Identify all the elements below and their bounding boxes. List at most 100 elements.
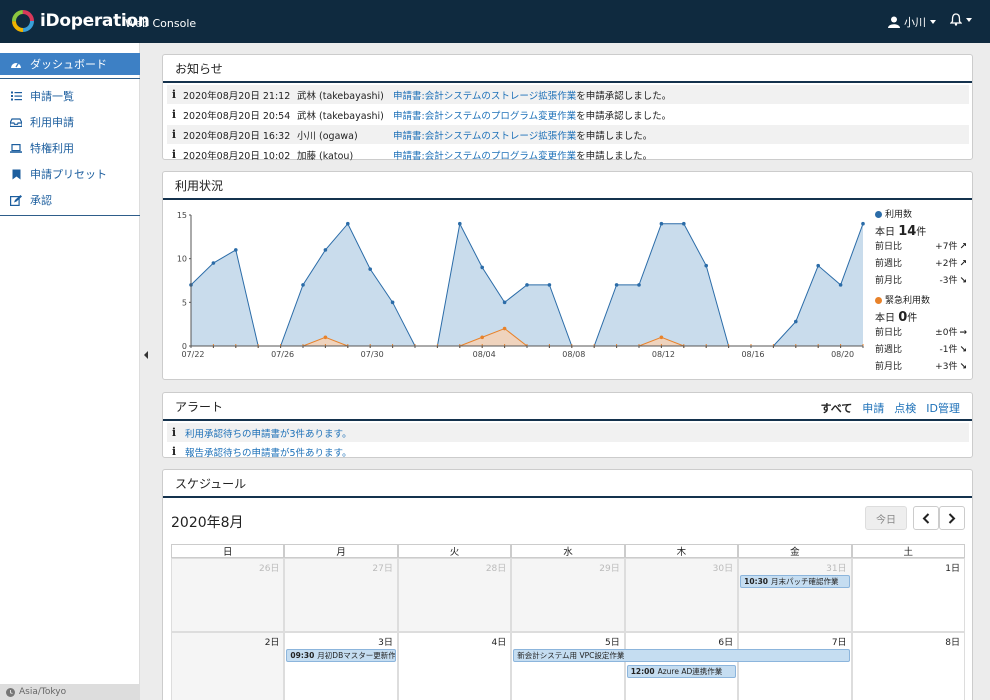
tab-request[interactable]: 申請 bbox=[862, 402, 885, 415]
calendar-day-cell[interactable]: 2日 bbox=[171, 632, 285, 700]
trend-arrow-icon: ↘ bbox=[959, 362, 967, 372]
chevron-down-icon bbox=[966, 17, 972, 22]
calendar-event[interactable]: 新会計システム用 VPC設定作業 bbox=[513, 649, 850, 662]
stat-row: 前週比 -1件 ↘ bbox=[875, 342, 967, 355]
clock-icon bbox=[6, 687, 15, 697]
app-name: iDoperation bbox=[40, 11, 150, 31]
calendar-event[interactable]: 09:30 月初DBマスター更新作 bbox=[286, 649, 396, 662]
calendar-day-cell[interactable]: 1日 bbox=[851, 558, 965, 632]
x-tick-label: 08/16 bbox=[741, 350, 764, 359]
usage-today-count: 14 bbox=[898, 224, 917, 239]
tab-inspection[interactable]: 点検 bbox=[894, 402, 917, 415]
stat-label: 前日比 bbox=[875, 242, 903, 252]
calendar-month-label: 2020年8月 bbox=[171, 515, 244, 531]
notice-link[interactable]: 申請書:会計システムのプログラム変更作業 bbox=[393, 110, 577, 122]
event-title: 月初DBマスター更新作 bbox=[317, 651, 396, 660]
alert-link[interactable]: 報告承認待ちの申請書が5件あります。 bbox=[185, 447, 352, 459]
alert-filter-tabs: すべて 申請 点検 ID管理 bbox=[820, 400, 960, 416]
trend-arrow-icon: ↗ bbox=[959, 242, 967, 252]
day-number: 26日 bbox=[258, 564, 280, 574]
event-time: 10:30 bbox=[744, 577, 769, 586]
notice-link[interactable]: 申請書:会計システムのストレージ拡張作業 bbox=[393, 90, 577, 102]
stat-label: 前週比 bbox=[875, 259, 903, 269]
calendar-day-cell[interactable]: 5日 bbox=[511, 632, 625, 700]
data-point bbox=[502, 300, 507, 305]
sidebar-item-label: 特権利用 bbox=[30, 142, 74, 155]
legend-usage: 利用数 bbox=[875, 207, 912, 220]
data-point bbox=[525, 283, 529, 287]
sidebar-item-dashboard[interactable]: ダッシュボード bbox=[0, 53, 140, 75]
weekday-header: 火 bbox=[397, 544, 512, 558]
calendar-day-cell[interactable]: 4日 bbox=[397, 632, 512, 700]
calendar-day-cell[interactable]: 26日 bbox=[171, 558, 285, 632]
day-number: 2日 bbox=[264, 638, 280, 648]
notice-text: を申請承認しました。 bbox=[576, 110, 672, 122]
calendar-event[interactable]: 12:00 Azure AD連携作業 bbox=[626, 665, 737, 678]
bookmark-icon bbox=[10, 168, 22, 180]
divider bbox=[0, 78, 140, 79]
x-tick-label: 07/30 bbox=[361, 350, 384, 359]
panel-title: 利用状況 bbox=[163, 172, 972, 200]
user-icon bbox=[888, 16, 900, 28]
info-icon: i bbox=[171, 88, 177, 101]
sidebar-collapse-toggle[interactable] bbox=[144, 351, 148, 359]
x-tick-label: 07/22 bbox=[181, 350, 204, 359]
sidebar-item-privileged-use[interactable]: 特権利用 bbox=[0, 137, 140, 159]
sidebar-item-usage-request[interactable]: 利用申請 bbox=[0, 111, 140, 133]
data-point bbox=[368, 267, 372, 271]
prev-month-button[interactable] bbox=[913, 506, 939, 530]
calendar-day-cell[interactable]: 3日 bbox=[284, 632, 398, 700]
notice-time: 2020年08月20日 10:02 bbox=[183, 150, 291, 162]
emergency-today-count: 0 bbox=[898, 310, 908, 325]
weekday-header: 日 bbox=[171, 544, 285, 558]
stat-value: -1件 bbox=[939, 345, 958, 355]
today-label: 本日 bbox=[875, 227, 895, 238]
calendar-event[interactable]: 10:30 月末パッチ確認作業 bbox=[740, 575, 850, 588]
notice-link[interactable]: 申請書:会計システムのプログラム変更作業 bbox=[393, 150, 577, 162]
info-icon: i bbox=[171, 108, 177, 121]
day-number: 4日 bbox=[491, 638, 507, 648]
notice-row: i 2020年08月20日 20:54 武林 (takebayashi) 申請書:会計… bbox=[167, 105, 969, 124]
trend-arrow-icon: → bbox=[959, 328, 967, 338]
top-bar: iDoperation Web Console 小川 bbox=[0, 0, 990, 43]
sidebar-item-approval[interactable]: 承認 bbox=[0, 189, 140, 211]
user-menu[interactable]: 小川 bbox=[888, 14, 936, 30]
calendar-day-cell[interactable]: 28日 bbox=[397, 558, 512, 632]
calendar-day-cell[interactable]: 30日 bbox=[624, 558, 739, 632]
data-point bbox=[458, 221, 462, 226]
notice-row: i 2020年08月20日 16:32 小川 (ogawa) 申請書:会計システムのス… bbox=[167, 125, 969, 144]
stat-value: +2件 bbox=[935, 259, 958, 269]
data-point bbox=[301, 283, 305, 287]
data-point bbox=[659, 335, 664, 340]
tab-id-management[interactable]: ID管理 bbox=[926, 402, 960, 415]
trend-arrow-icon: ↘ bbox=[959, 276, 967, 286]
alerts-panel: アラート すべて 申請 点検 ID管理 i 利用承認待ちの申請書が3件あります。 i… bbox=[162, 392, 973, 459]
sidebar-item-request-preset[interactable]: 申請プリセット bbox=[0, 163, 140, 185]
notice-time: 2020年08月20日 21:12 bbox=[183, 90, 291, 102]
data-point bbox=[816, 263, 820, 268]
next-month-button[interactable] bbox=[939, 506, 965, 530]
x-tick-label: 08/20 bbox=[831, 350, 854, 359]
calendar-day-cell[interactable]: 31日 bbox=[738, 558, 852, 632]
calendar-day-cell[interactable]: 6日 bbox=[624, 632, 739, 700]
sidebar-item-request-list[interactable]: 申請一覧 bbox=[0, 85, 140, 107]
stat-value: +3件 bbox=[935, 362, 958, 372]
tab-all[interactable]: すべて bbox=[820, 402, 853, 415]
notice-text: を申請しました。 bbox=[576, 130, 653, 142]
calendar-day-cell[interactable]: 27日 bbox=[284, 558, 398, 632]
day-number: 29日 bbox=[599, 564, 620, 574]
data-point bbox=[323, 335, 328, 340]
day-number: 8日 bbox=[945, 638, 960, 648]
chevron-down-icon bbox=[930, 20, 936, 24]
today-button[interactable]: 今日 bbox=[865, 506, 907, 530]
stat-label: 前月比 bbox=[875, 276, 903, 286]
notification-menu[interactable] bbox=[950, 13, 972, 26]
notice-link[interactable]: 申請書:会計システムのストレージ拡張作業 bbox=[393, 130, 577, 142]
data-point bbox=[390, 300, 395, 305]
calendar-day-cell[interactable]: 7日 bbox=[738, 632, 852, 700]
calendar-day-cell[interactable]: 8日 bbox=[851, 632, 965, 700]
notice-time: 2020年08月20日 20:54 bbox=[183, 110, 291, 122]
inbox-icon bbox=[10, 116, 22, 128]
calendar-day-cell[interactable]: 29日 bbox=[511, 558, 625, 632]
alert-link[interactable]: 利用承認待ちの申請書が3件あります。 bbox=[185, 428, 352, 440]
